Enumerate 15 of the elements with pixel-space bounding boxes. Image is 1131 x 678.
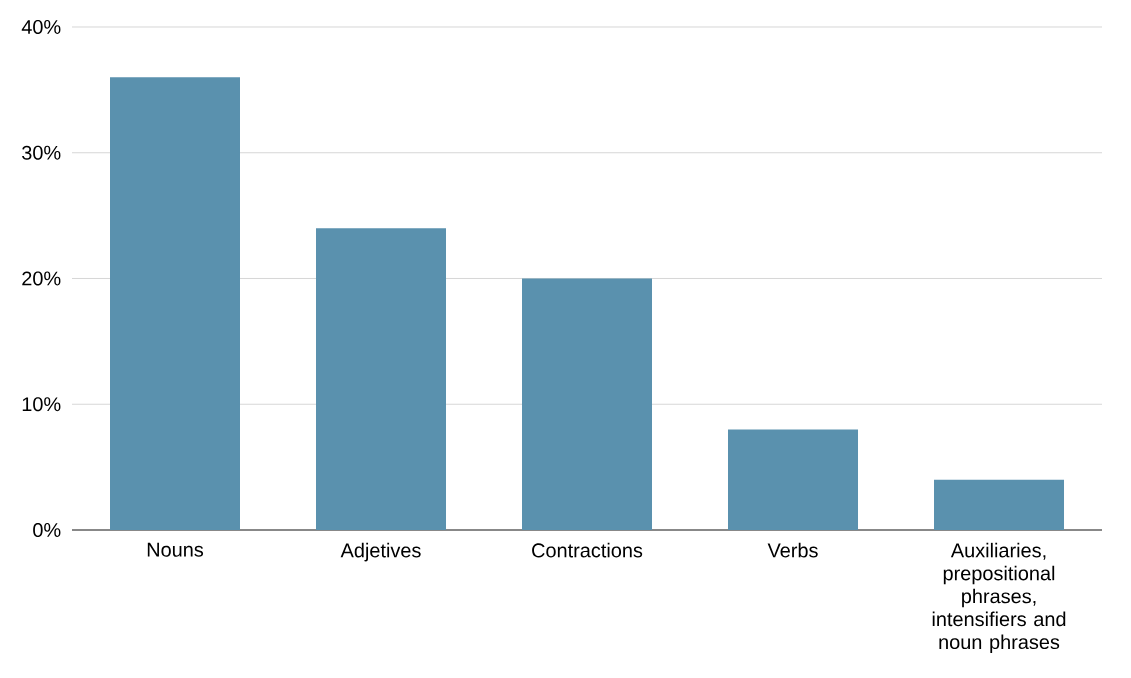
- x-tick-label: Adjetives: [340, 542, 421, 562]
- y-tick-label: 40%: [21, 19, 61, 35]
- y-tick-label: 10%: [22, 397, 61, 412]
- x-tick-label: Contractions: [532, 542, 643, 558]
- x-tick-label: Verbs: [767, 542, 818, 558]
- y-tick-label: 20%: [22, 271, 61, 286]
- bar: [934, 479, 1065, 530]
- y-tick-label: 30%: [22, 145, 61, 160]
- bar: [316, 228, 446, 530]
- y-tick-label: 0%: [33, 522, 61, 538]
- x-tick-label: Nouns: [147, 542, 204, 557]
- bar: [728, 429, 859, 530]
- bar: [110, 77, 240, 530]
- x-tick-label: Auxiliaries, prepositional phrases, intensifiers and noun phrases: [932, 542, 1066, 654]
- bar: [522, 278, 652, 530]
